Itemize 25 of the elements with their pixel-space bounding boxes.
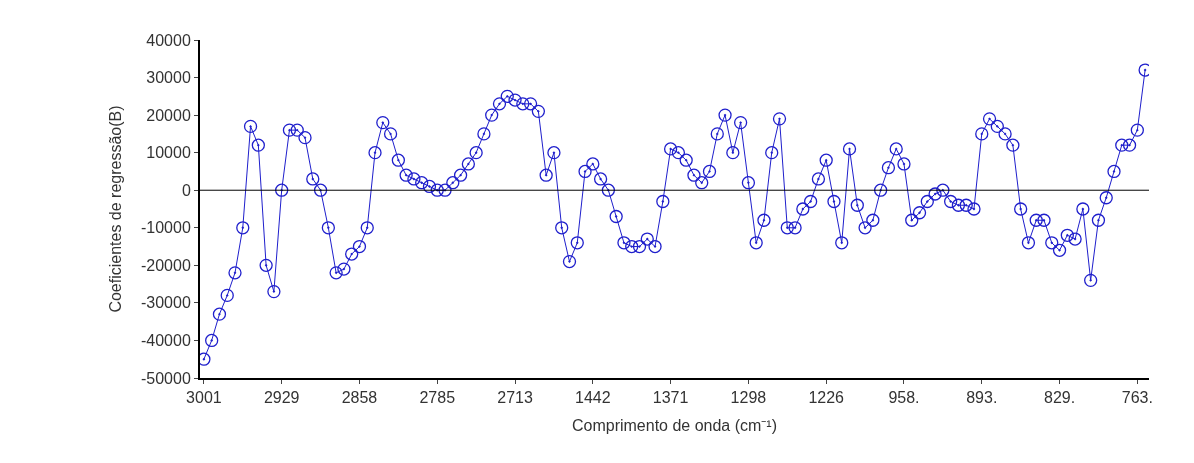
x-tick-label: 893.	[966, 389, 998, 407]
y-tick-label: 30000	[146, 69, 191, 87]
x-tick-label: 2858	[341, 389, 378, 407]
x-tick-label: 763.	[1121, 389, 1153, 407]
x-tick-label: 2929	[263, 389, 300, 407]
y-tick-label: 10000	[146, 144, 191, 162]
x-axis-title: Comprimento de onda (cm⁻¹)	[571, 417, 778, 435]
x-tick-label: 2713	[497, 389, 533, 407]
y-tick-label: 40000	[146, 31, 191, 49]
y-tick-label: -20000	[140, 256, 191, 274]
x-tick-label: 1298	[730, 389, 767, 407]
y-tick-label: -30000	[140, 294, 191, 312]
x-tick-label: 1226	[808, 389, 845, 407]
x-tick-label: 829.	[1043, 389, 1076, 407]
x-tick-label: 3001	[186, 389, 222, 407]
y-axis-title: Coeficientes de regressão(B)	[107, 105, 125, 313]
x-tick-label: 1371	[652, 389, 689, 407]
x-tick-label: 2785	[419, 389, 456, 407]
y-tick-label: -50000	[140, 369, 191, 387]
x-tick-label: 1442	[575, 389, 611, 407]
y-tick-label: 0	[181, 181, 191, 199]
y-tick-label: -40000	[140, 332, 191, 350]
x-tick-label: 958.	[888, 389, 920, 407]
y-tick-label: 20000	[146, 106, 191, 124]
y-tick-label: -10000	[140, 219, 191, 237]
